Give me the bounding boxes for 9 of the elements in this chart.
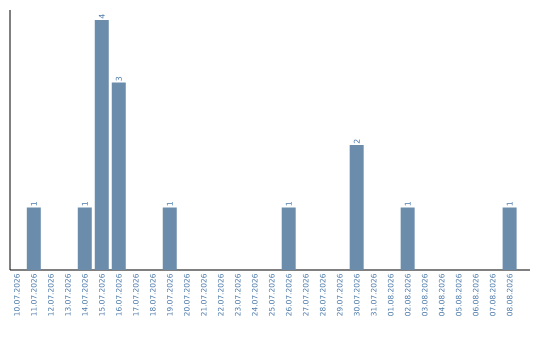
bar <box>350 144 364 270</box>
bar <box>26 208 41 270</box>
bar <box>94 20 109 270</box>
bar <box>282 208 296 270</box>
bar <box>112 82 126 270</box>
bar <box>162 208 177 270</box>
bar <box>78 208 92 270</box>
bar <box>400 208 415 270</box>
bar <box>502 208 517 270</box>
